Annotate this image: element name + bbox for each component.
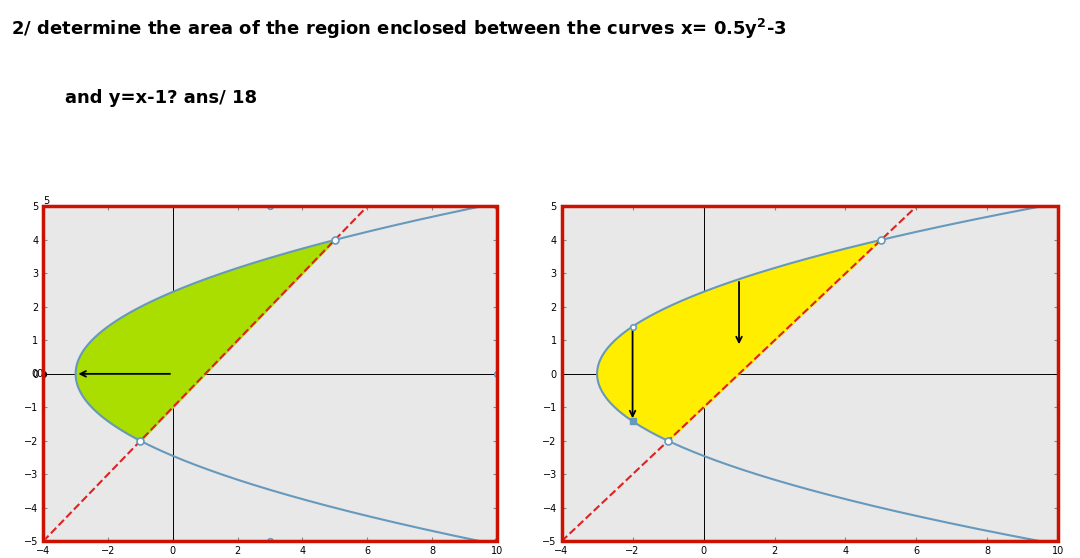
Text: 5: 5 (43, 196, 50, 206)
Text: 00: 00 (31, 369, 43, 379)
Text: and y=x-1? ans/ 18: and y=x-1? ans/ 18 (65, 89, 257, 107)
Text: 2/ determine the area of the region enclosed between the curves x= $\mathregular: 2/ determine the area of the region encl… (11, 17, 786, 41)
